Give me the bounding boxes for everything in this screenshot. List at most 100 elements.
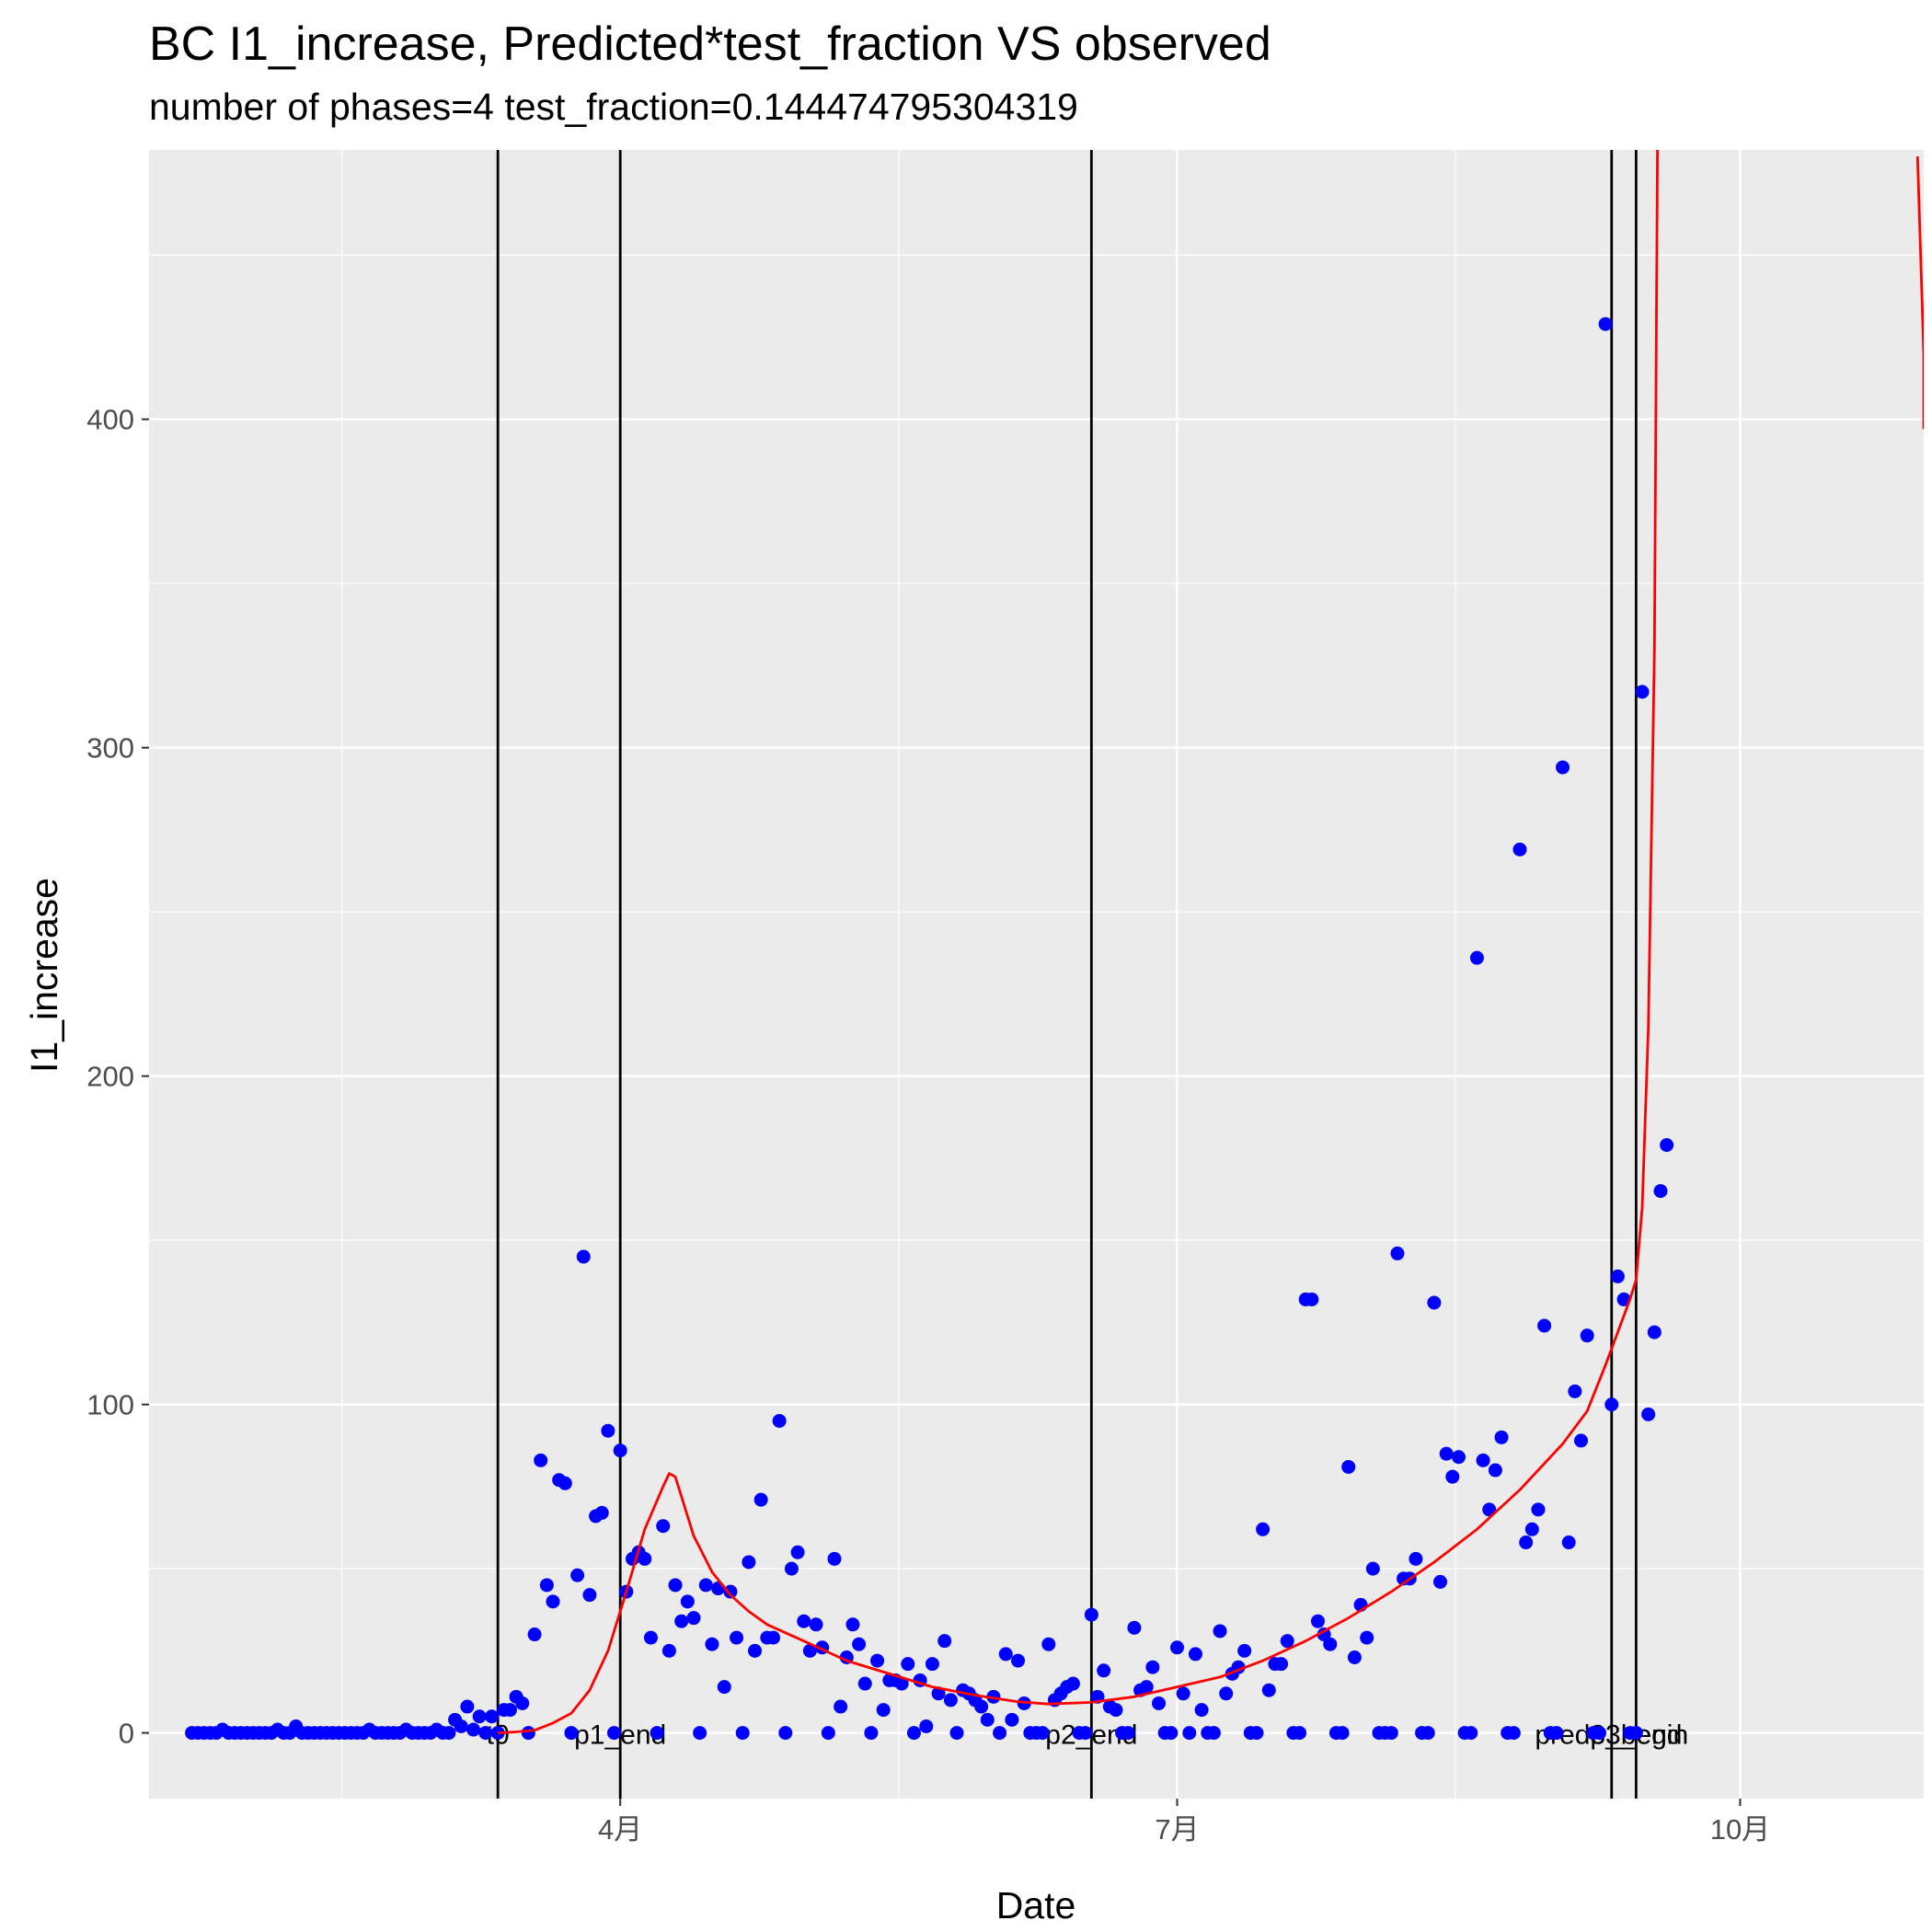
data-point xyxy=(993,1726,1007,1741)
data-point xyxy=(1384,1726,1398,1741)
data-point xyxy=(478,1726,493,1741)
data-point xyxy=(864,1726,879,1741)
data-point xyxy=(937,1634,952,1649)
data-point xyxy=(949,1726,964,1741)
data-point xyxy=(594,1505,609,1520)
data-point xyxy=(735,1726,750,1741)
data-point xyxy=(1206,1726,1221,1741)
data-point xyxy=(778,1726,793,1741)
data-point xyxy=(1219,1686,1234,1701)
data-point xyxy=(442,1726,456,1741)
data-point xyxy=(698,1578,713,1593)
data-point xyxy=(742,1555,756,1570)
predicted-line xyxy=(1915,156,1924,430)
data-point xyxy=(1011,1653,1026,1668)
y-tick-label: 100 xyxy=(86,1389,134,1421)
data-point xyxy=(1537,1318,1552,1333)
data-point xyxy=(1261,1683,1276,1697)
data-point xyxy=(1427,1295,1442,1310)
observed-series xyxy=(185,316,1674,1741)
data-point xyxy=(546,1594,560,1609)
data-point xyxy=(1145,1660,1160,1674)
predicted-line xyxy=(498,150,1659,1734)
data-point xyxy=(1641,1407,1656,1421)
data-point xyxy=(1182,1726,1197,1741)
data-point xyxy=(901,1657,915,1672)
x-tick-label: 4月 xyxy=(598,1813,642,1846)
data-point xyxy=(1274,1657,1289,1672)
data-point xyxy=(1005,1712,1019,1727)
data-point xyxy=(1519,1535,1534,1550)
data-point xyxy=(730,1630,744,1645)
chart-title: BC I1_increase, Predicted*test_fraction … xyxy=(149,17,1271,71)
y-tick-label: 300 xyxy=(86,732,134,765)
data-point xyxy=(1660,1138,1674,1153)
data-point xyxy=(656,1519,671,1534)
data-point xyxy=(1139,1680,1154,1695)
data-point xyxy=(894,1676,909,1691)
data-point xyxy=(1237,1643,1252,1658)
data-point xyxy=(1305,1292,1319,1306)
data-point xyxy=(661,1643,676,1658)
data-point xyxy=(717,1680,731,1695)
x-axis: 4月 7月 10月 xyxy=(598,1799,1770,1846)
data-point xyxy=(1035,1726,1050,1741)
data-point xyxy=(570,1568,585,1582)
data-point xyxy=(852,1637,867,1651)
data-point xyxy=(980,1712,995,1727)
data-point xyxy=(1592,1726,1606,1741)
y-axis-title: I1_increase xyxy=(23,878,65,1073)
data-point xyxy=(558,1476,572,1490)
data-point xyxy=(870,1653,885,1668)
data-point xyxy=(1341,1459,1356,1474)
data-point xyxy=(998,1647,1013,1662)
data-point xyxy=(1512,842,1527,857)
data-point xyxy=(454,1719,468,1733)
data-point xyxy=(643,1630,658,1645)
data-point xyxy=(943,1693,958,1708)
data-point xyxy=(834,1699,848,1714)
data-point xyxy=(521,1726,535,1741)
data-point xyxy=(1531,1502,1546,1517)
data-point xyxy=(723,1584,738,1599)
data-point xyxy=(1365,1561,1380,1576)
data-point xyxy=(1127,1620,1142,1635)
data-point xyxy=(1628,1726,1643,1741)
data-point xyxy=(906,1726,921,1741)
data-point xyxy=(527,1627,542,1642)
data-point xyxy=(1360,1630,1374,1645)
y-axis: 0 100 200 300 400 xyxy=(86,404,149,1750)
data-point xyxy=(1041,1637,1056,1651)
data-point xyxy=(1494,1430,1509,1444)
data-point xyxy=(1524,1522,1539,1536)
data-point xyxy=(1390,1246,1405,1260)
data-point xyxy=(515,1696,530,1710)
data-point xyxy=(1556,760,1570,775)
data-point xyxy=(1213,1624,1227,1639)
data-point xyxy=(797,1614,811,1628)
data-point xyxy=(460,1699,475,1714)
data-point xyxy=(1335,1726,1350,1741)
plot-panel xyxy=(149,150,1924,1799)
x-tick-label: 10月 xyxy=(1710,1813,1770,1846)
y-tick-label: 200 xyxy=(86,1061,134,1093)
data-point xyxy=(686,1611,701,1626)
data-point xyxy=(1065,1676,1080,1691)
predicted-series xyxy=(498,150,1924,1734)
phase-labels: t0p1_endp2_endpred3_beginp3_end xyxy=(487,1720,1689,1751)
data-point xyxy=(784,1561,799,1576)
data-point xyxy=(650,1726,664,1741)
data-point xyxy=(1476,1453,1490,1467)
data-point xyxy=(1451,1450,1466,1465)
data-point xyxy=(693,1726,707,1741)
data-point xyxy=(1084,1607,1098,1622)
phase-lines xyxy=(496,150,1638,1799)
data-point xyxy=(576,1249,591,1264)
data-point xyxy=(607,1726,622,1741)
data-point xyxy=(1152,1696,1167,1710)
data-point xyxy=(827,1551,842,1566)
data-point xyxy=(1310,1614,1325,1628)
data-point xyxy=(534,1453,548,1467)
y-tick-label: 400 xyxy=(86,404,134,436)
